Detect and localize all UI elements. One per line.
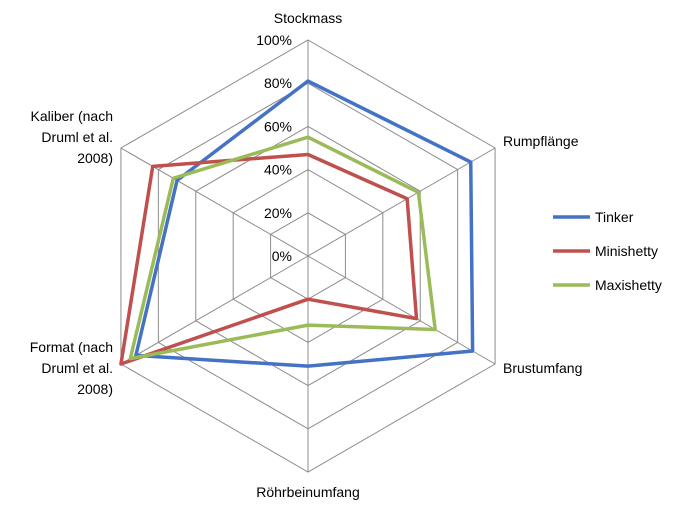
axis-label-4: Format (nach Druml et al. 2008) bbox=[30, 339, 113, 397]
spoke-1 bbox=[307, 147, 496, 257]
legend: Tinker Minishetty Maxishetty bbox=[553, 209, 662, 293]
tick-label-0: 0% bbox=[272, 248, 292, 264]
legend-label-maxishetty: Maxishetty bbox=[595, 277, 662, 293]
series-line-tinker bbox=[134, 79, 475, 368]
spoke-2 bbox=[307, 255, 496, 365]
axis-label-3: Röhrbeinumfang bbox=[256, 484, 360, 500]
tick-label-20: 20% bbox=[264, 205, 292, 221]
radar-tick-labels: 0% 20% 40% 60% 80% 100% bbox=[256, 32, 292, 264]
tick-label-80: 80% bbox=[264, 75, 292, 91]
radar-spokes bbox=[120, 40, 496, 472]
series-line-maxishetty bbox=[128, 135, 437, 361]
legend-label-tinker: Tinker bbox=[595, 209, 634, 225]
axis-label-0: Stockmass bbox=[274, 10, 342, 26]
axis-label-1: Rumpflänge bbox=[503, 133, 579, 149]
radar-series bbox=[119, 79, 475, 368]
legend-label-minishetty: Minishetty bbox=[595, 243, 658, 259]
axis-label-5: Kaliber (nach Druml et al. 2008) bbox=[31, 108, 114, 166]
tick-label-60: 60% bbox=[264, 118, 292, 134]
tick-label-100: 100% bbox=[256, 32, 292, 48]
tick-label-40: 40% bbox=[264, 162, 292, 178]
radar-axis-labels: Stockmass Rumpflänge Brustumfang Röhrbeinum… bbox=[30, 10, 583, 500]
series-line-minishetty bbox=[119, 152, 419, 366]
axis-label-2: Brustumfang bbox=[503, 360, 582, 376]
spoke-4 bbox=[120, 255, 309, 365]
